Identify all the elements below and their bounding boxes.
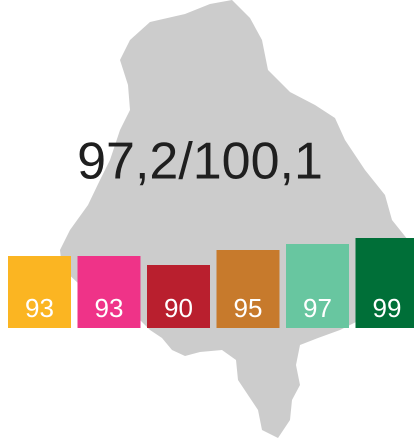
bar [216, 250, 280, 328]
bar [147, 265, 210, 328]
bar [8, 256, 71, 328]
value-label: 99 [373, 293, 402, 323]
value-label: 95 [234, 293, 263, 323]
value-label: 97 [303, 293, 332, 323]
bar [77, 256, 141, 328]
chart-title: 97,2/100,1 [77, 133, 323, 191]
bar [355, 238, 414, 328]
map-silhouette [60, 0, 408, 438]
value-label: 93 [95, 293, 124, 323]
bar [286, 244, 349, 328]
value-label: 93 [25, 293, 54, 323]
value-label: 90 [164, 293, 193, 323]
